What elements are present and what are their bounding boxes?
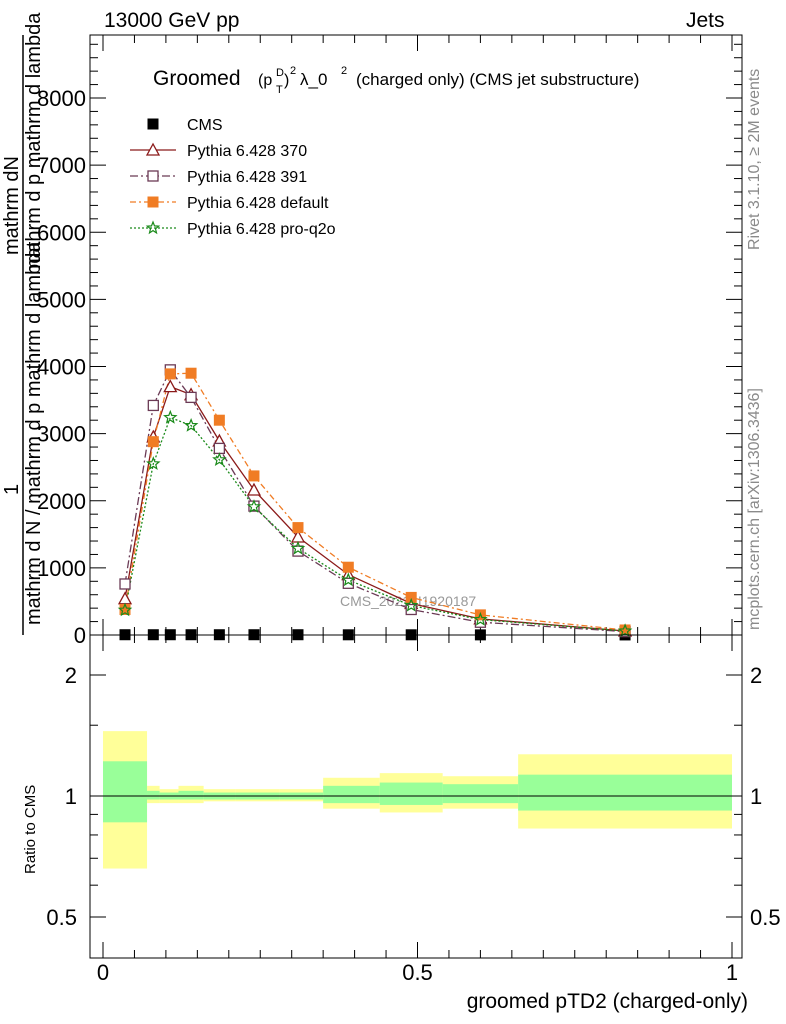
ratio-band-inner — [323, 785, 380, 804]
chart-title-pre: Groomed — [153, 67, 241, 90]
main-ytick-label: 0 — [74, 623, 86, 648]
ratio-band-inner — [147, 790, 160, 800]
data-point-series-4 — [617, 623, 633, 638]
data-point-series-3 — [147, 436, 159, 448]
chart-title-sub: T — [276, 84, 283, 96]
data-point-series-2 — [147, 399, 159, 412]
data-point-series-4 — [341, 572, 356, 587]
ratio-band-inner — [442, 784, 519, 804]
legend-marker-4 — [145, 220, 161, 235]
ratio-ytick-label: 0.5 — [46, 905, 77, 930]
legend-marker-1 — [145, 142, 161, 156]
data-point-series-2 — [185, 391, 197, 404]
data-point-series-3 — [292, 522, 304, 534]
header-right: Jets — [686, 9, 725, 32]
data-point-series-4 — [146, 456, 161, 471]
xtick-label: 0.5 — [402, 960, 433, 985]
chart-title-math: (p — [258, 72, 272, 89]
chart-title-sq: 2 — [290, 65, 296, 77]
data-point-series-3 — [248, 470, 260, 482]
main-ytick-label: 5000 — [37, 287, 86, 312]
legend-marker-0 — [147, 118, 159, 130]
ratio-band-inner — [379, 782, 443, 805]
series-line-4 — [124, 416, 626, 632]
data-point-series-1 — [163, 379, 178, 393]
legend-label: Pythia 6.428 pro-q2o — [187, 221, 336, 238]
main-ytick-label: 3000 — [37, 422, 86, 447]
ylabel-denominator: mathrm d N / mathrm d p mathrm d lambda — [23, 241, 45, 625]
ratio-band-inner — [103, 761, 148, 823]
legend-label: Pythia 6.428 370 — [187, 143, 307, 160]
ratio-ytick-label-right: 1 — [750, 784, 762, 809]
ratio-band-inner — [518, 774, 732, 811]
chart-title-sup: D — [276, 67, 284, 79]
legend-marker-3 — [147, 196, 159, 208]
main-ytick-label: 1000 — [37, 556, 86, 581]
legend-marker-2 — [147, 170, 159, 182]
data-point-series-2 — [405, 603, 417, 616]
chart-title-lambda-sup: 2 — [341, 65, 347, 77]
legend-label: Pythia 6.428 default — [187, 195, 329, 212]
data-point-series-1 — [246, 482, 262, 496]
ylabel-dp-dlambda: mathrm d p mathrm d lambda — [23, 12, 45, 275]
data-point-series-2 — [119, 578, 131, 590]
ratio-ytick-label-right: 2 — [750, 663, 762, 688]
legend-label: Pythia 6.428 391 — [187, 169, 307, 186]
main-ytick-label: 8000 — [37, 86, 86, 111]
ratio-ytick-label-right: 0.5 — [750, 905, 781, 930]
data-point-series-4 — [212, 452, 227, 467]
ratio-ytick-label: 2 — [65, 663, 77, 688]
header-left: 13000 GeV pp — [104, 9, 240, 32]
x-axis-label: groomed pTD2 (charged-only) — [467, 990, 748, 1013]
data-point-series-3 — [185, 367, 197, 379]
chart-title-paren: ) — [284, 72, 289, 89]
data-point-series-3 — [405, 591, 417, 603]
data-point-series-4 — [117, 602, 133, 617]
data-point-series-3 — [164, 368, 176, 380]
data-point-series-3 — [213, 414, 225, 426]
legend-label: CMS — [187, 117, 223, 134]
main-ytick-label: 7000 — [37, 153, 86, 178]
ratio-ytick-label: 1 — [65, 784, 77, 809]
data-point-series-4 — [290, 540, 306, 555]
data-point-series-3 — [342, 561, 354, 573]
data-point-series-4 — [183, 417, 199, 432]
data-point-series-4 — [163, 409, 178, 424]
main-ytick-label: 6000 — [37, 220, 86, 245]
ylabel-one: 1 — [1, 484, 23, 495]
data-point-series-1 — [117, 591, 133, 605]
main-ytick-label: 4000 — [37, 355, 86, 380]
chart-title-lambda: λ_0 — [300, 70, 327, 89]
xtick-label: 1 — [726, 960, 738, 985]
data-point-series-4 — [473, 611, 488, 626]
ylabel-dn: mathrm dN — [1, 156, 23, 255]
xtick-label: 0 — [97, 960, 109, 985]
main-ytick-label: 2000 — [37, 489, 86, 514]
main-y-axis-label: mathrm d N / mathrm d p mathrm d lambda1… — [1, 12, 45, 635]
data-point-series-2 — [213, 442, 226, 455]
ratio-band-inner — [178, 790, 204, 800]
data-point-series-4 — [403, 597, 419, 612]
chart-title-post: (charged only) (CMS jet substructure) — [356, 70, 639, 89]
data-point-series-4 — [246, 499, 262, 513]
